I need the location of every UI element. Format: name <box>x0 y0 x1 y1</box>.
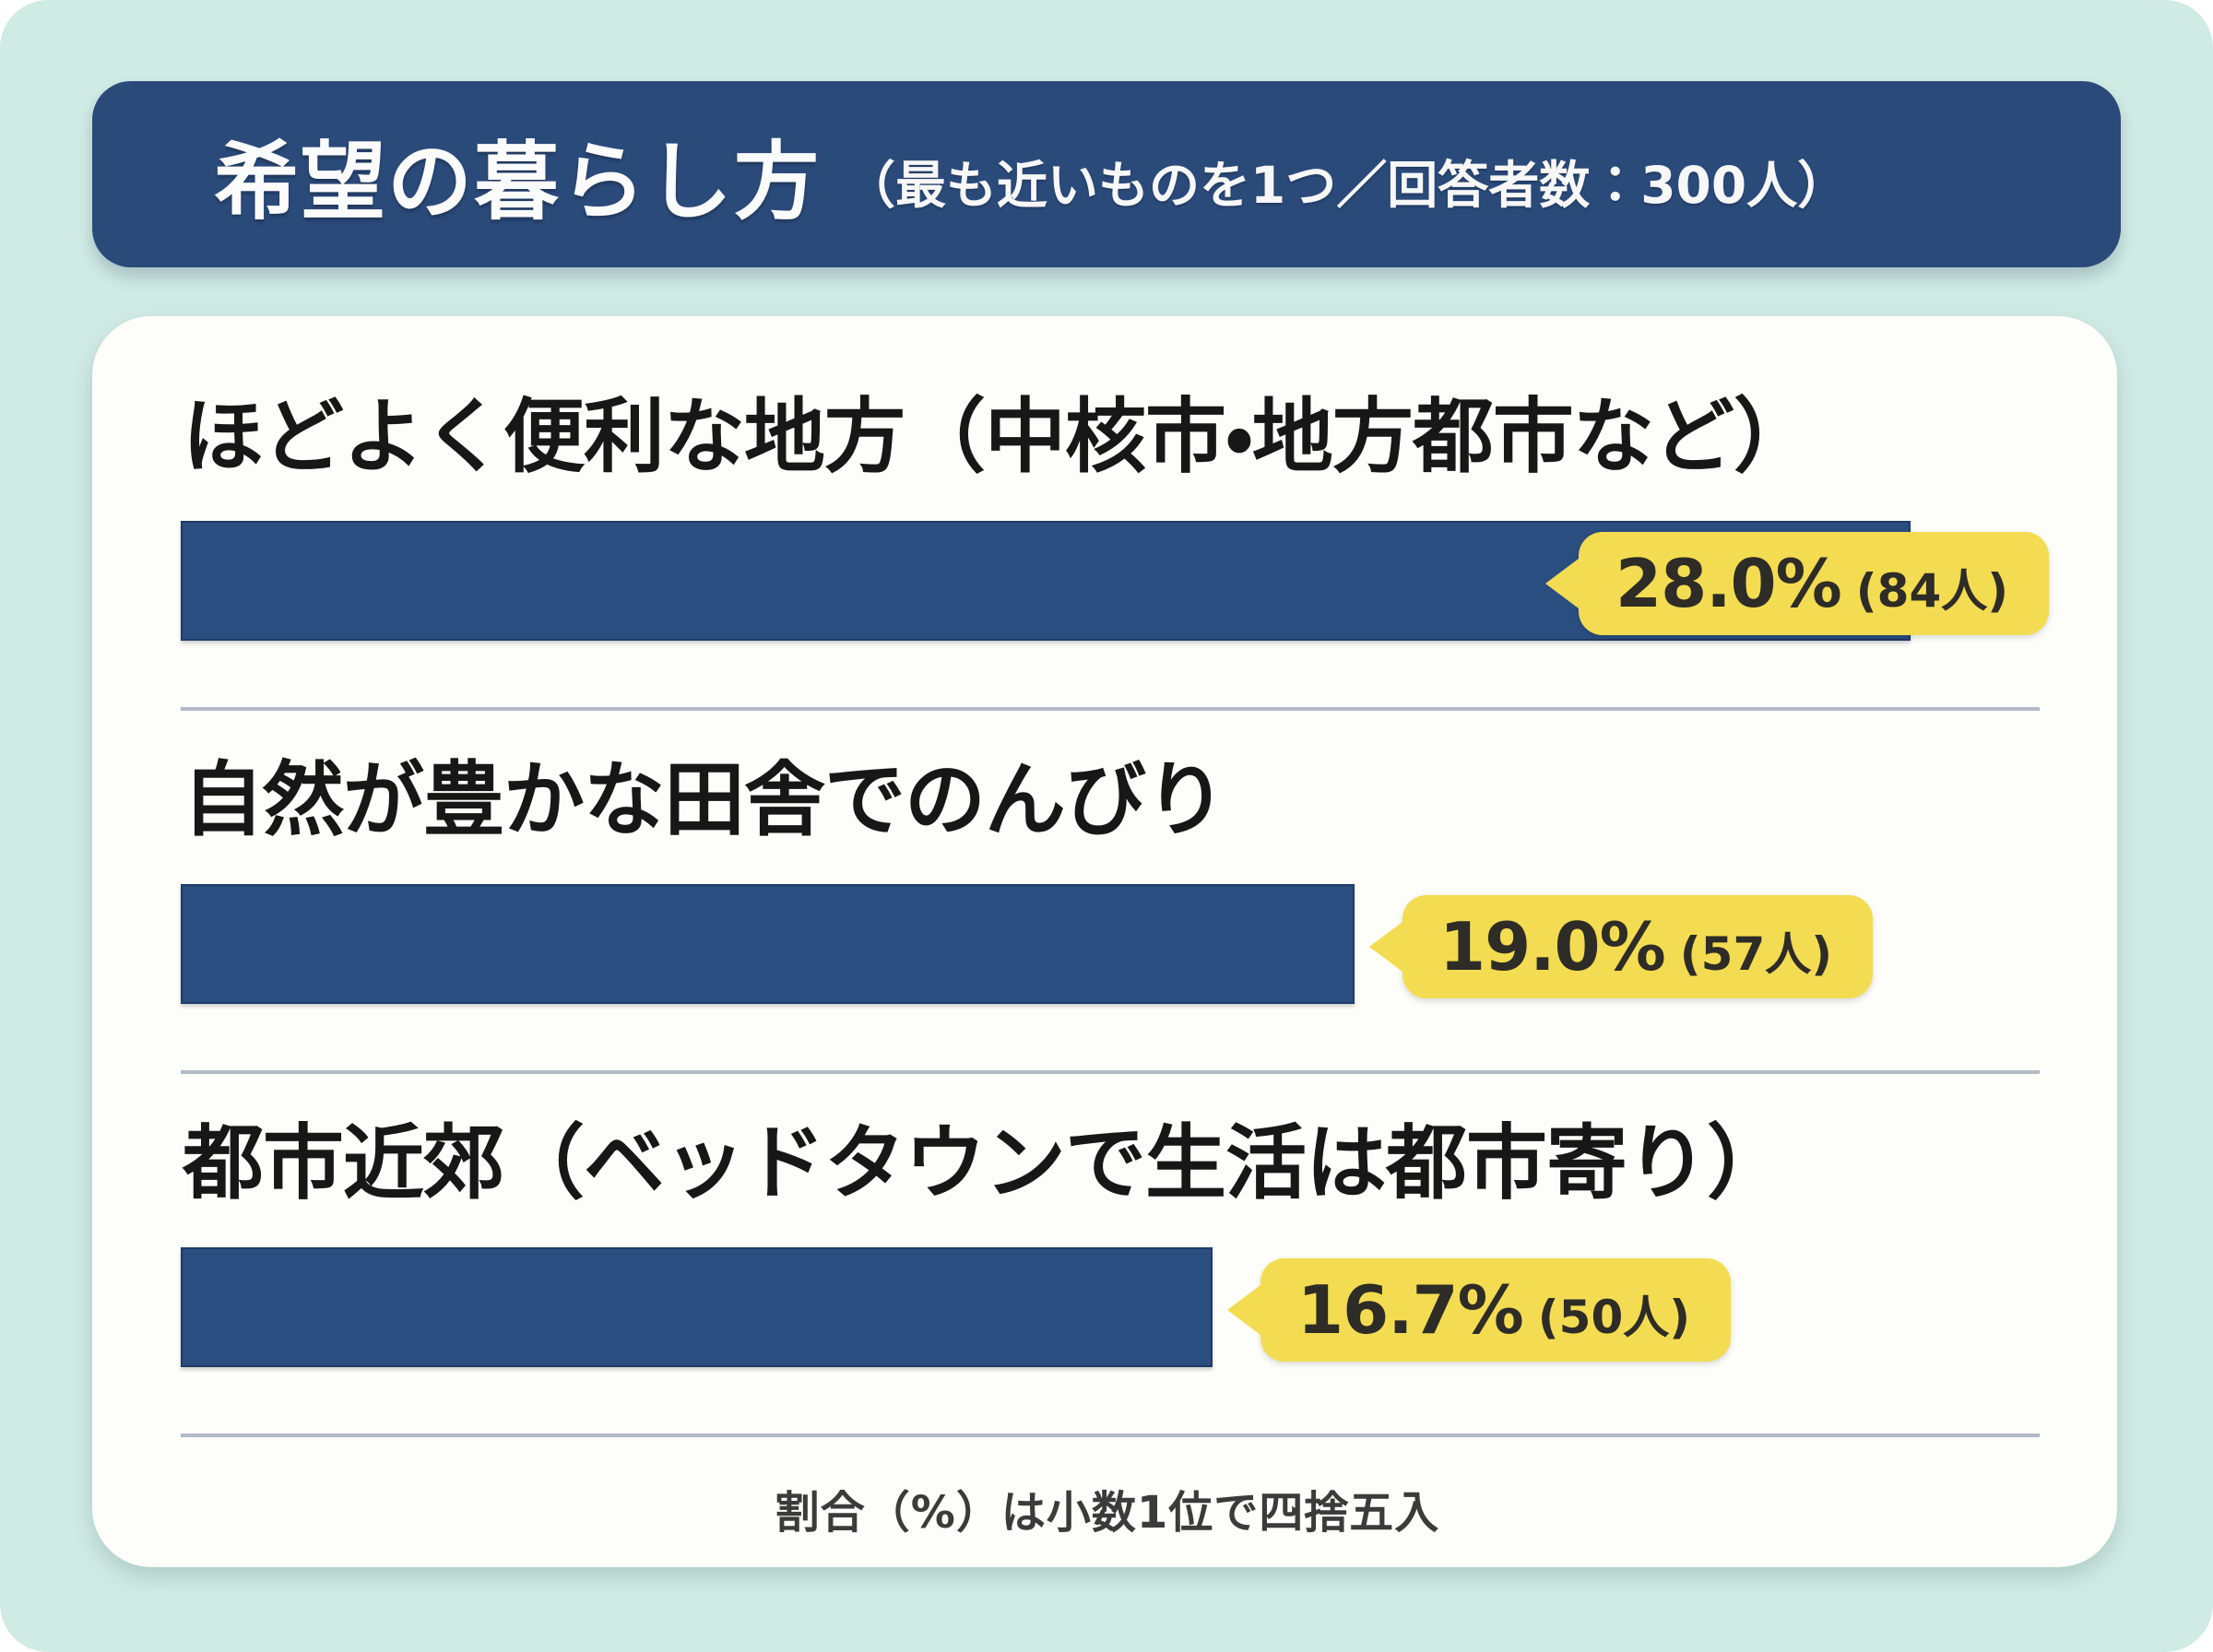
value-percent-1: 28.0% <box>1615 545 1842 622</box>
value-count-3: (50人) <box>1537 1291 1691 1344</box>
bar-track-1: 28.0% (84人) <box>181 521 2050 641</box>
bubble-tail-icon <box>1545 556 1582 611</box>
chart-title-note: （最も近いものを1つ／回答者数：300人） <box>845 156 1849 215</box>
category-label-2: 自然が豊かな田舎でのんびり <box>183 752 1226 847</box>
category-label-1: ほどよく便利な地方（中核市・地方都市など） <box>183 389 1815 484</box>
bar-track-3: 16.7% (50人) <box>181 1247 2034 1367</box>
value-count-1: (84人) <box>1855 564 2009 618</box>
bubble-tail-icon <box>1369 919 1406 974</box>
value-count-2: (57人) <box>1679 927 1833 981</box>
bar-row-1: ほどよく便利な地方（中核市・地方都市など） 28.0% (84人) <box>181 386 2050 641</box>
category-label-3: 都市近郊（ベッドタウンで生活は都市寄り） <box>183 1115 1788 1210</box>
section-divider <box>181 707 2040 711</box>
chart-card: ほどよく便利な地方（中核市・地方都市など） 28.0% (84人) 自然が豊かな… <box>92 316 2117 1567</box>
section-divider <box>181 1434 2040 1437</box>
chart-title: 希望の暮らし方 <box>214 132 822 231</box>
bar-2 <box>181 884 1355 1004</box>
title-bar: 希望の暮らし方 （最も近いものを1つ／回答者数：300人） <box>92 81 2121 267</box>
value-bubble-3: 16.7% (50人) <box>1227 1258 1732 1362</box>
bar-3 <box>181 1247 1213 1367</box>
bar-row-3: 都市近郊（ベッドタウンで生活は都市寄り） 16.7% (50人) <box>181 1113 2034 1367</box>
section-divider <box>181 1070 2040 1074</box>
value-percent-3: 16.7% <box>1297 1271 1524 1349</box>
value-bubble-1: 28.0% (84人) <box>1545 532 2050 635</box>
value-bubble-2: 19.0% (57人) <box>1369 895 1874 998</box>
bubble-tail-icon <box>1227 1282 1264 1338</box>
bar-row-2: 自然が豊かな田舎でのんびり 19.0% (57人) <box>181 749 2034 1004</box>
footnote: 割合（%）は小数1位で四捨五入 <box>775 1487 1440 1539</box>
value-percent-2: 19.0% <box>1439 908 1666 985</box>
bar-track-2: 19.0% (57人) <box>181 884 2034 1004</box>
